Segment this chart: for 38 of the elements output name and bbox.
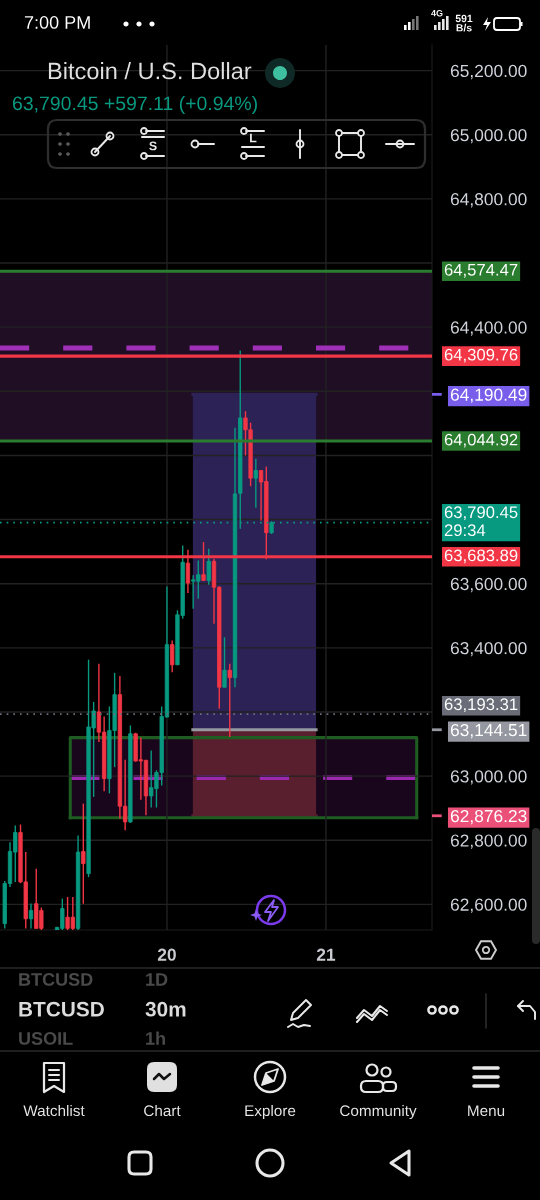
text: 591 B/s bbox=[455, 14, 473, 32]
ref-line-label: 64,574.47 bbox=[444, 263, 518, 278]
y-tick-label: 62,600.00 bbox=[450, 898, 527, 913]
y-tick-label: 64,800.00 bbox=[450, 193, 527, 208]
ref-line-label: 64,309.76 bbox=[444, 348, 518, 363]
y-tick-label: 63,400.00 bbox=[450, 641, 527, 657]
text: 7:00 PM bbox=[24, 16, 90, 29]
y-tick-label: 65,000.00 bbox=[450, 128, 527, 144]
y-tick-label: 63,600.00 bbox=[450, 577, 527, 593]
text: USOIL bbox=[19, 1032, 73, 1045]
y-tick-label: 63,000.00 bbox=[450, 770, 527, 785]
y-tick-label: 62,876.23 bbox=[450, 809, 527, 825]
text: Watchlist bbox=[23, 1104, 85, 1117]
y-tick-label: 63,144.51 bbox=[450, 723, 527, 739]
ref-line-label: 64,044.92 bbox=[444, 433, 518, 448]
ref-line-label: 63,790.45 29:34 bbox=[444, 506, 518, 537]
y-tick-label: 65,200.00 bbox=[450, 64, 527, 80]
text: 1h bbox=[146, 1031, 165, 1045]
x-tick-label: 20 bbox=[157, 948, 176, 961]
y-tick-label: 64,190.49 bbox=[450, 388, 527, 403]
text: 4G bbox=[431, 10, 443, 17]
text: 63,790.45 +597.11 (+0.94%) bbox=[12, 95, 257, 115]
text: Community bbox=[340, 1104, 417, 1120]
text: Chart bbox=[144, 1104, 181, 1117]
x-tick-label: 21 bbox=[316, 948, 336, 961]
text: BTCUSD bbox=[19, 1001, 104, 1017]
ref-line-label: 63,193.31 bbox=[444, 698, 518, 713]
annotation: S bbox=[149, 141, 157, 151]
y-tick-label: 62,800.00 bbox=[450, 834, 527, 849]
text: 1D bbox=[146, 973, 168, 986]
y-tick-label: 64,400.00 bbox=[450, 321, 527, 336]
text: Menu bbox=[468, 1105, 505, 1117]
text: BTCUSD bbox=[19, 973, 93, 986]
ref-line-label: 63,683.89 bbox=[444, 549, 518, 564]
text: Bitcoin / U.S. Dollar bbox=[48, 62, 252, 80]
text: 30m bbox=[145, 1001, 186, 1017]
annotation: L bbox=[250, 133, 257, 143]
text: Explore bbox=[245, 1104, 296, 1120]
